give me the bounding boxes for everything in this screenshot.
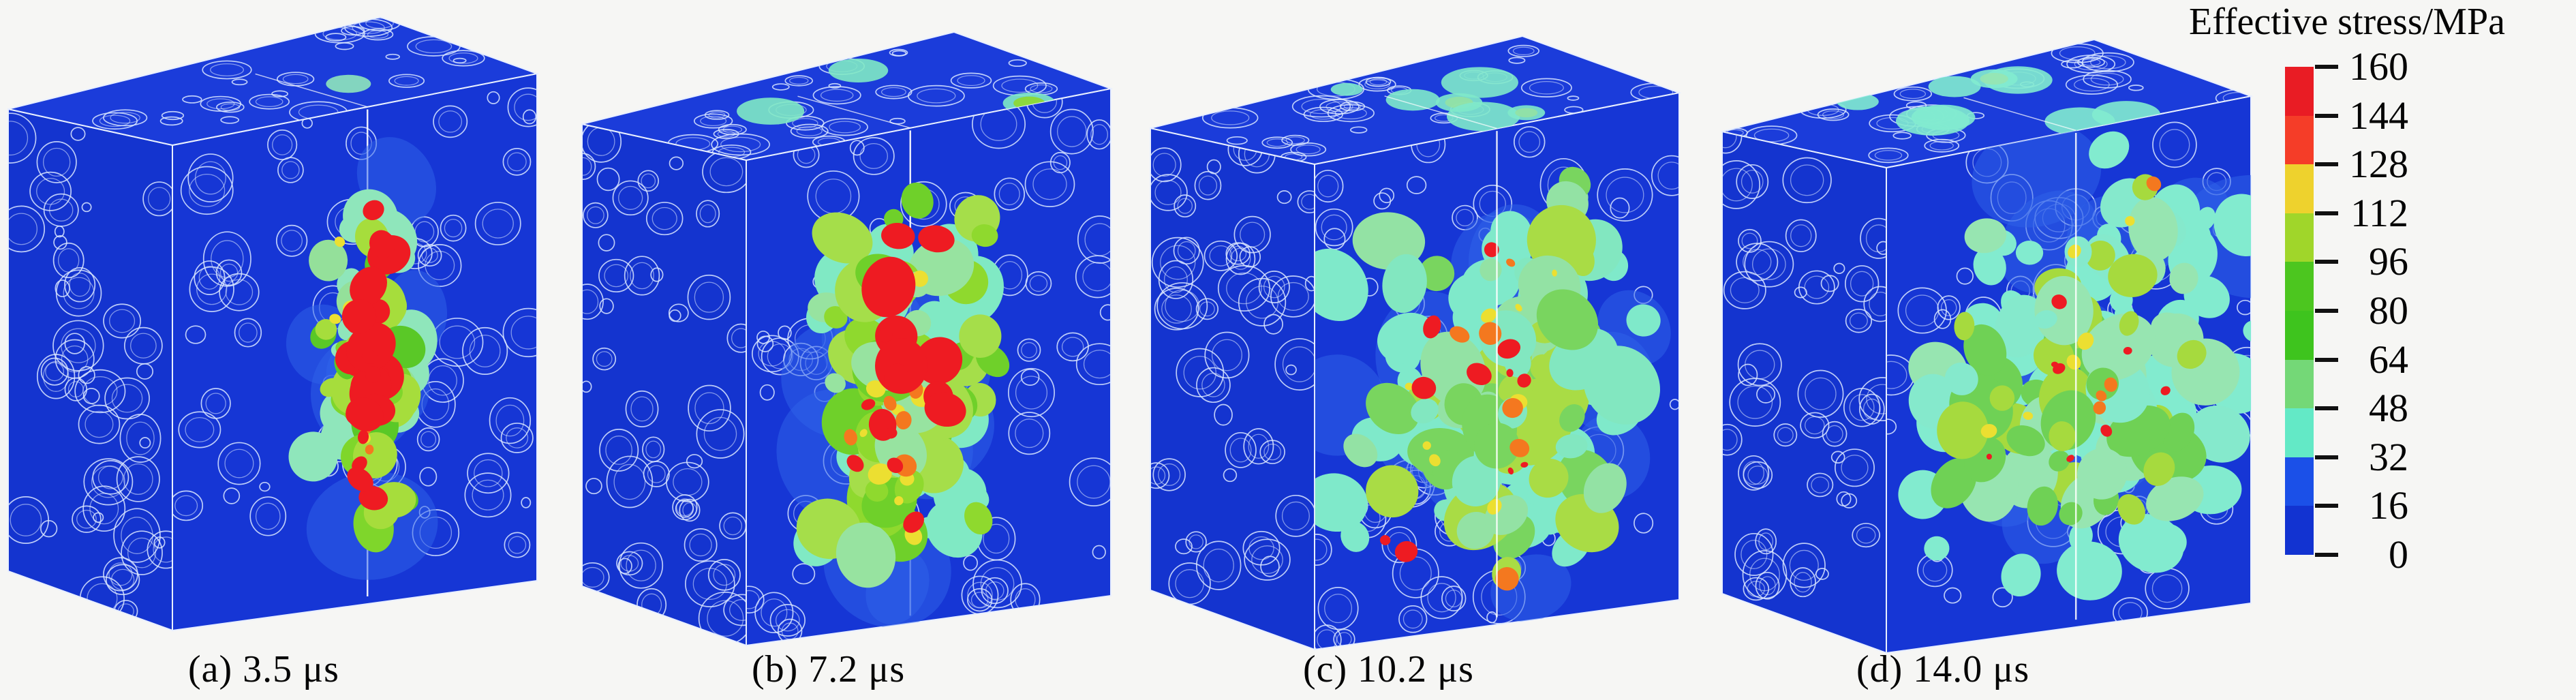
colorbar-tick <box>2315 162 2338 167</box>
colorbar-tick <box>2315 553 2338 557</box>
colorbar-tick-label: 48 <box>2369 386 2408 431</box>
stress-cloud <box>1315 166 1671 622</box>
panel-b <box>574 15 1119 652</box>
colorbar-segment <box>2285 457 2314 506</box>
colorbar <box>2285 67 2314 555</box>
borehole-top-line <box>255 73 368 108</box>
stress-block-c <box>1150 35 1682 651</box>
left-face-aggregates <box>582 124 746 645</box>
caption-c: (c) 10.2 μs <box>1303 648 1474 690</box>
colorbar-segment <box>2285 164 2314 213</box>
colorbar-segment <box>2285 67 2314 116</box>
colorbar-tick-label: 80 <box>2369 288 2408 333</box>
colorbar-tick-label: 64 <box>2369 337 2408 382</box>
stress-block-a <box>7 16 540 632</box>
left-face-aggregates <box>1150 132 1315 605</box>
stress-cloud <box>286 137 448 580</box>
colorbar-segment <box>2285 213 2314 262</box>
colorbar-tick <box>2315 357 2338 362</box>
caption-b: (b) 7.2 μs <box>752 648 906 690</box>
panel-c <box>1142 19 1687 656</box>
borehole-top-line <box>1963 97 2076 132</box>
colorbar-tick-label: 128 <box>2349 142 2408 187</box>
colorbar-segment <box>2285 262 2314 311</box>
colorbar-tick-label: 96 <box>2369 239 2408 284</box>
caption-a: (a) 3.5 μs <box>188 648 339 690</box>
colorbar-tick-label: 32 <box>2369 434 2408 479</box>
top-face-stress <box>326 74 371 93</box>
colorbar-segment <box>2285 310 2314 360</box>
top-face-stress <box>1330 67 1546 132</box>
colorbar-tick <box>2315 406 2338 411</box>
colorbar-tick <box>2315 211 2338 215</box>
colorbar-tick <box>2315 113 2338 118</box>
caption-d: (d) 14.0 μs <box>1856 648 2030 690</box>
colorbar-segment <box>2285 506 2314 555</box>
colorbar-tick-label: 144 <box>2349 93 2408 138</box>
colorbar-tick <box>2315 309 2338 313</box>
top-face-aggregates <box>1201 44 1679 162</box>
left-face-aggregates <box>1722 132 1886 601</box>
colorbar-tick <box>2315 455 2338 459</box>
colorbar-tick <box>2315 260 2338 264</box>
left-face-aggregates <box>8 112 172 623</box>
colorbar-tick-label: 0 <box>2389 532 2408 577</box>
stress-cloud <box>776 182 1010 628</box>
borehole-top-line <box>1384 95 1497 130</box>
colorbar-segment <box>2285 359 2314 409</box>
colorbar-tick-label: 160 <box>2349 44 2408 89</box>
top-face <box>7 16 540 147</box>
colorbar-segment <box>2285 115 2314 165</box>
panel-d <box>1714 22 2259 660</box>
colorbar-segment <box>2285 408 2314 457</box>
left-face <box>1721 130 1887 654</box>
colorbar-tick <box>2315 504 2338 508</box>
stress-cloud <box>1898 123 2251 600</box>
colorbar-tick-label: 112 <box>2350 190 2408 235</box>
stress-block-b <box>581 31 1114 647</box>
panel-a <box>0 0 545 637</box>
stress-block-d <box>1721 38 2254 654</box>
colorbar-tick-label: 16 <box>2369 483 2408 528</box>
borehole-top-line <box>797 95 910 129</box>
legend-title: Effective stress/MPa <box>2189 1 2505 43</box>
colorbar-tick <box>2315 65 2338 69</box>
